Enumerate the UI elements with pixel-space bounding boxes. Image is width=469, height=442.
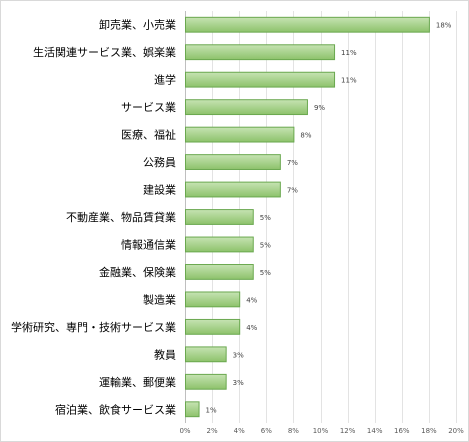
category-label: 学術研究、専門・技術サービス業	[11, 320, 176, 334]
bar	[185, 99, 308, 116]
bar	[185, 236, 254, 253]
value-label: 3%	[233, 351, 244, 359]
bar	[185, 154, 281, 170]
category-label: 不動産業、物品賃貸業	[66, 210, 176, 224]
value-label: 7%	[287, 187, 298, 195]
bar	[185, 318, 241, 335]
x-tick-label: 20%	[448, 427, 464, 435]
value-labels: 18% 11% 11% 9% 8% 7% 7% 5% 5% 5% 4% 4% 3% 3% 1%	[206, 22, 452, 415]
value-label: 18%	[436, 22, 452, 30]
value-label: 3%	[233, 379, 244, 387]
x-tick-label: 6%	[261, 427, 272, 435]
value-label: 5%	[260, 214, 271, 222]
x-tick-label: 2%	[207, 427, 218, 435]
x-tick-label: 14%	[367, 427, 383, 435]
bar	[185, 264, 254, 280]
value-label: 7%	[287, 159, 298, 167]
bar	[185, 346, 227, 363]
category-label: 生活関連サービス業、娯楽業	[33, 45, 176, 59]
category-label: 卸売業、小売業	[99, 18, 176, 32]
category-label: 医療、福祉	[121, 128, 176, 142]
value-label: 4%	[246, 324, 257, 332]
value-label: 11%	[341, 49, 357, 57]
x-tick-label: 8%	[288, 427, 299, 435]
x-tick-label: 16%	[394, 427, 410, 435]
bar	[185, 181, 281, 198]
bar	[185, 209, 254, 225]
bar	[185, 44, 336, 61]
bar	[185, 16, 430, 33]
category-labels: 卸売業、小売業生活関連サービス業、娯楽業進学サービス業医療、福祉公務員建設業不動…	[11, 18, 176, 417]
value-label: 5%	[260, 241, 271, 249]
x-tick-label: 18%	[421, 427, 437, 435]
category-label: 公務員	[143, 155, 176, 169]
value-label: 8%	[300, 132, 311, 140]
value-label: 5%	[260, 269, 271, 277]
category-label: 進学	[154, 73, 176, 87]
category-label: サービス業	[121, 101, 176, 114]
category-label: 建設業	[143, 183, 176, 197]
x-tick-label: 0%	[179, 427, 190, 435]
category-label: 宿泊業、飲食サービス業	[55, 402, 176, 416]
category-label: 運輸業、郵便業	[99, 375, 176, 389]
x-tick-label: 12%	[340, 427, 356, 435]
x-tick-label: 4%	[234, 427, 245, 435]
bar	[185, 126, 295, 143]
value-label: 1%	[206, 406, 217, 414]
bar	[185, 401, 200, 418]
category-label: 金融業、保険業	[99, 265, 176, 279]
bar	[185, 373, 227, 390]
bar	[185, 71, 336, 88]
value-label: 4%	[246, 296, 257, 304]
bars	[185, 16, 430, 418]
value-label: 9%	[314, 104, 325, 112]
x-axis-ticks: 0% 2% 4% 6% 8% 10% 12% 14% 16% 18% 20%	[179, 427, 464, 435]
category-label: 教員	[154, 348, 176, 361]
category-label: 情報通信業	[121, 238, 176, 251]
value-label: 11%	[341, 77, 357, 85]
category-label: 製造業	[143, 292, 176, 306]
x-tick-label: 10%	[313, 427, 329, 435]
bar	[185, 291, 241, 308]
